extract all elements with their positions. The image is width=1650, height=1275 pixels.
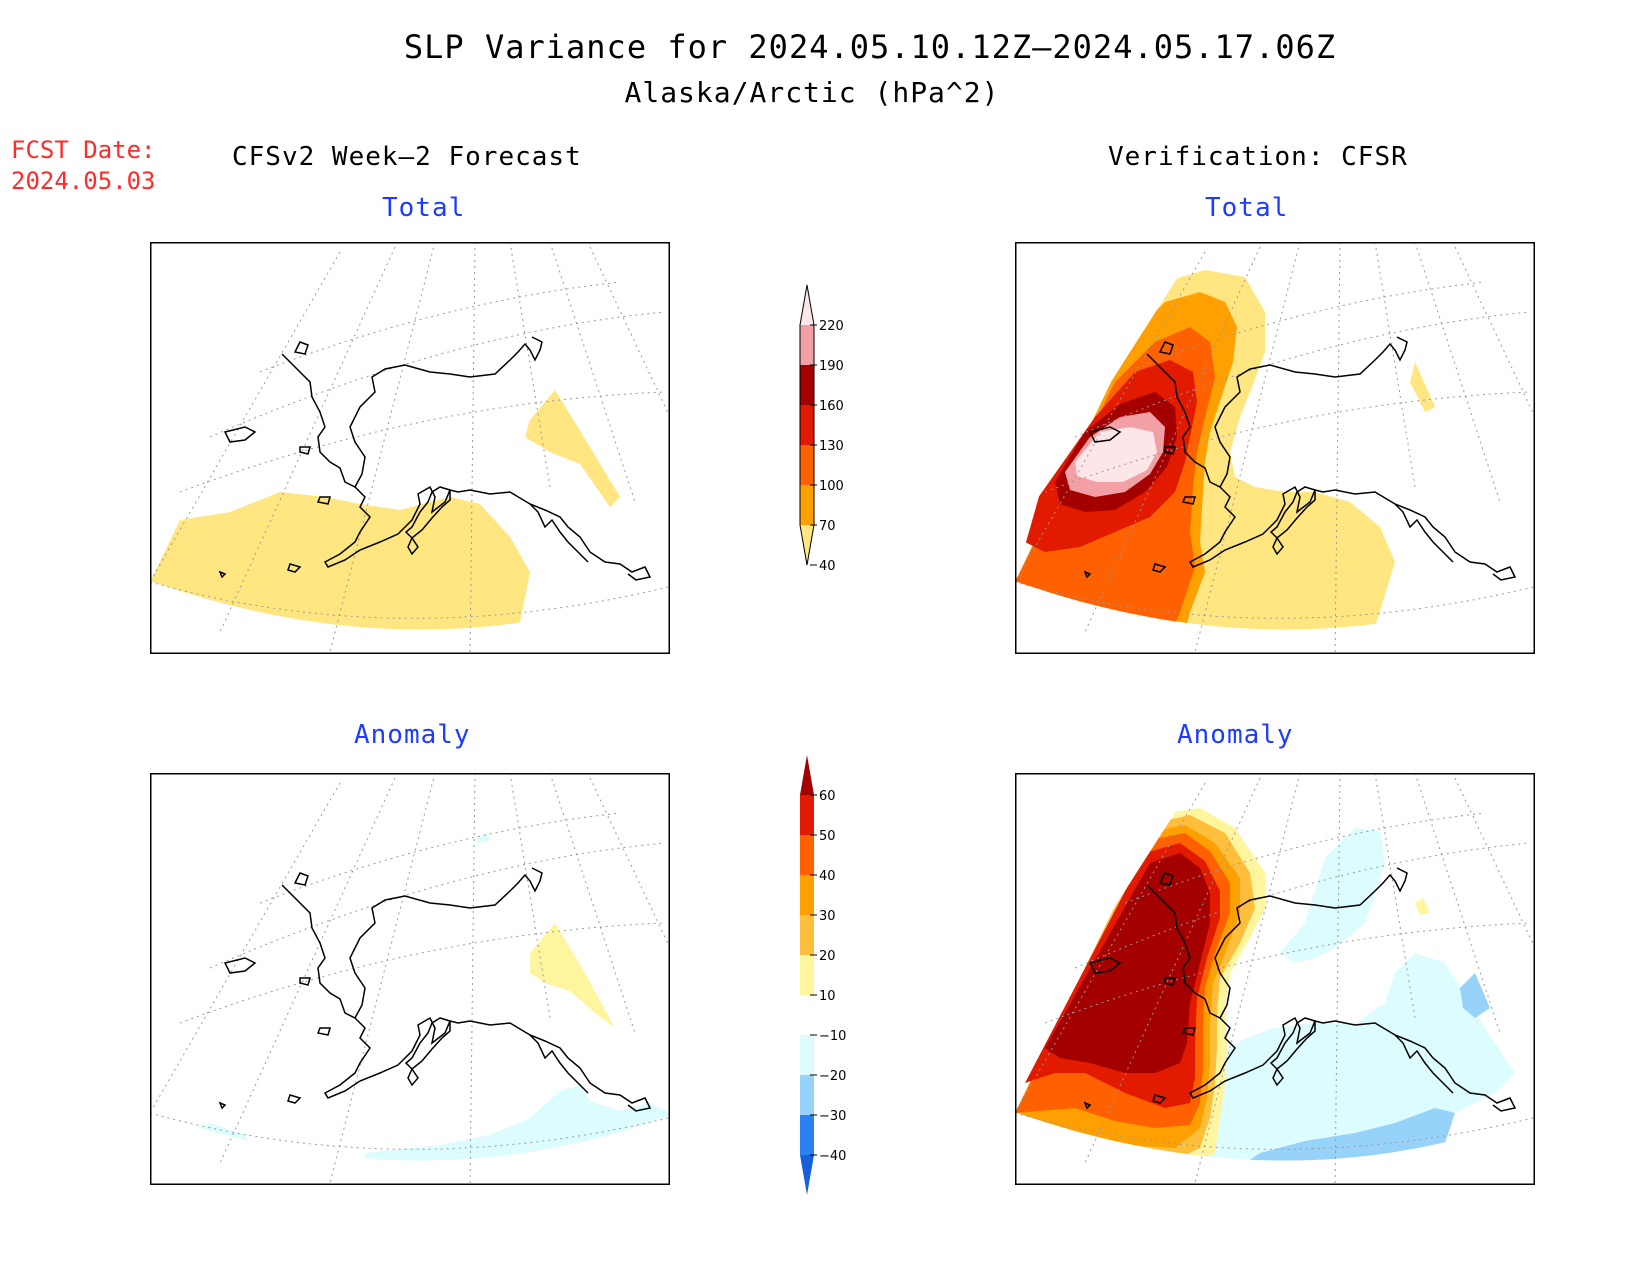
panel-title-forecast-anomaly: Anomaly — [354, 720, 471, 750]
anom-bar-segment — [800, 1155, 814, 1195]
map-panel-verification-total — [1015, 242, 1535, 654]
anom-bar-segment — [800, 755, 814, 795]
colorbar-tick-label: 40 — [819, 869, 836, 884]
colorbar-tick-label: 130 — [819, 439, 844, 454]
colorbar-tick-label: −40 — [819, 1149, 846, 1164]
colorbar-tick-label: 160 — [819, 399, 844, 414]
total-bar-segment — [800, 365, 814, 405]
total-bar-segment — [800, 485, 814, 525]
anom-bar-segment — [800, 995, 814, 1035]
column-header-forecast: CFSv2 Week–2 Forecast — [232, 142, 582, 172]
total-bar-segment — [800, 445, 814, 485]
map-panel-forecast-anomaly — [150, 773, 670, 1185]
colorbar-tick-label: 60 — [819, 789, 836, 804]
colorbar-tick-label: 190 — [819, 359, 844, 374]
anom-bar-segment — [800, 955, 814, 995]
forecast-date-block: FCST Date: 2024.05.03 — [11, 135, 156, 197]
colorbar-tick-label: 70 — [819, 519, 836, 534]
total-bar-segment — [800, 405, 814, 445]
shading-40-70-east — [525, 390, 620, 507]
map-panel-verification-anomaly — [1015, 773, 1535, 1185]
column-header-verification: Verification: CFSR — [1108, 142, 1408, 172]
panel-title-forecast-total: Total — [382, 193, 466, 223]
anom-bar-segment — [800, 875, 814, 915]
colorbar-tick-label: 10 — [819, 989, 836, 1004]
anom-bar-segment — [800, 1075, 814, 1115]
anom-bar-segment — [800, 1035, 814, 1075]
anom-bar-segment — [800, 795, 814, 835]
colorbar-tick-label: −20 — [819, 1069, 846, 1084]
colorbar-tick-label: −30 — [819, 1109, 846, 1124]
colorbar-tick-label: 40 — [819, 559, 836, 574]
colorbar-anomaly: −40 −30 −20 −10 10 20 30 40 50 60 — [800, 755, 846, 1195]
total-bar-segment — [800, 285, 814, 325]
colorbar-tick-label: 220 — [819, 319, 844, 334]
anom-bar-segment — [800, 1115, 814, 1155]
colorbar-total: 40 70 100 130 160 190 220 — [799, 284, 844, 574]
chart-title: SLP Variance for 2024.05.10.12Z–2024.05.… — [403, 28, 1337, 66]
colorbar-tick-label: 30 — [819, 909, 836, 924]
anom-bar-segment — [800, 915, 814, 955]
colorbar-tick-label: 20 — [819, 949, 836, 964]
colorbar-tick-label: 50 — [819, 829, 836, 844]
forecast-date-label: FCST Date: — [11, 136, 156, 164]
colorbar-tick-label: 100 — [819, 479, 844, 494]
total-bar-segment — [800, 325, 814, 365]
forecast-date-value: 2024.05.03 — [11, 167, 156, 195]
panel-title-verification-anomaly: Anomaly — [1177, 720, 1294, 750]
anom-bar-segment — [800, 835, 814, 875]
map-panel-forecast-total — [150, 242, 670, 654]
total-bar-segment — [800, 525, 814, 565]
colorbar-tick-label: −10 — [819, 1029, 846, 1044]
panel-title-verification-total: Total — [1205, 193, 1289, 223]
chart-subtitle: Alaska/Arctic (hPa^2) — [624, 76, 1000, 109]
